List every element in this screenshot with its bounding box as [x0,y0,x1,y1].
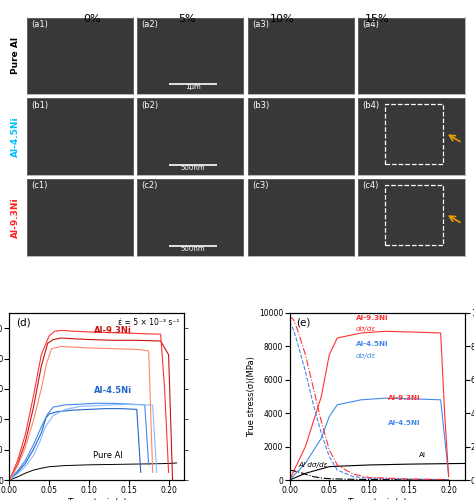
Text: (a2): (a2) [141,20,158,29]
Text: 5%: 5% [178,14,196,24]
Text: Al: Al [419,452,426,458]
Text: (b1): (b1) [31,100,48,110]
Text: Al-4.5Ni: Al-4.5Ni [356,342,389,347]
Text: 500nm: 500nm [181,246,205,252]
Text: (b3): (b3) [252,100,269,110]
Text: 10%: 10% [270,14,294,24]
Text: dσ/dε: dσ/dε [356,326,376,332]
X-axis label: True strain(ε): True strain(ε) [67,498,127,500]
Text: Al-4.5Ni: Al-4.5Ni [388,420,420,426]
Text: (a1): (a1) [31,20,48,29]
Text: Al-9.3Ni: Al-9.3Ni [356,314,389,320]
Text: 500nm: 500nm [181,164,205,170]
Text: (b4): (b4) [363,100,380,110]
Text: (a3): (a3) [252,20,269,29]
Text: Al-9.3Ni: Al-9.3Ni [93,326,131,335]
Text: Al-9.3Ni: Al-9.3Ni [388,395,420,401]
Bar [385,184,443,244]
Text: (c1): (c1) [31,182,47,190]
Text: dσ/dε: dσ/dε [356,353,376,359]
Text: (d): (d) [17,318,31,328]
Text: (e): (e) [297,318,311,328]
Text: 0%: 0% [83,14,101,24]
Text: Al-4.5Ni: Al-4.5Ni [93,386,132,395]
Text: ε̇ = 5 × 10⁻³ s⁻¹: ε̇ = 5 × 10⁻³ s⁻¹ [118,318,179,327]
Text: 1μm: 1μm [185,84,201,90]
Text: 15%: 15% [365,14,389,24]
Text: Pure Al: Pure Al [93,452,123,460]
Text: Al-9.3Ni: Al-9.3Ni [11,198,20,238]
Text: (c4): (c4) [363,182,379,190]
Y-axis label: True stress(σ)(MPa): True stress(σ)(MPa) [247,356,256,437]
Text: Al dσ/dε: Al dσ/dε [298,462,328,468]
Text: (a4): (a4) [363,20,380,29]
X-axis label: True strain(ε): True strain(ε) [347,498,407,500]
Text: (c2): (c2) [141,182,158,190]
Text: (c3): (c3) [252,182,268,190]
Text: Al-4.5Ni: Al-4.5Ni [11,116,20,157]
Bar [385,104,443,164]
Text: (b2): (b2) [141,100,158,110]
Text: Pure Al: Pure Al [11,38,20,74]
